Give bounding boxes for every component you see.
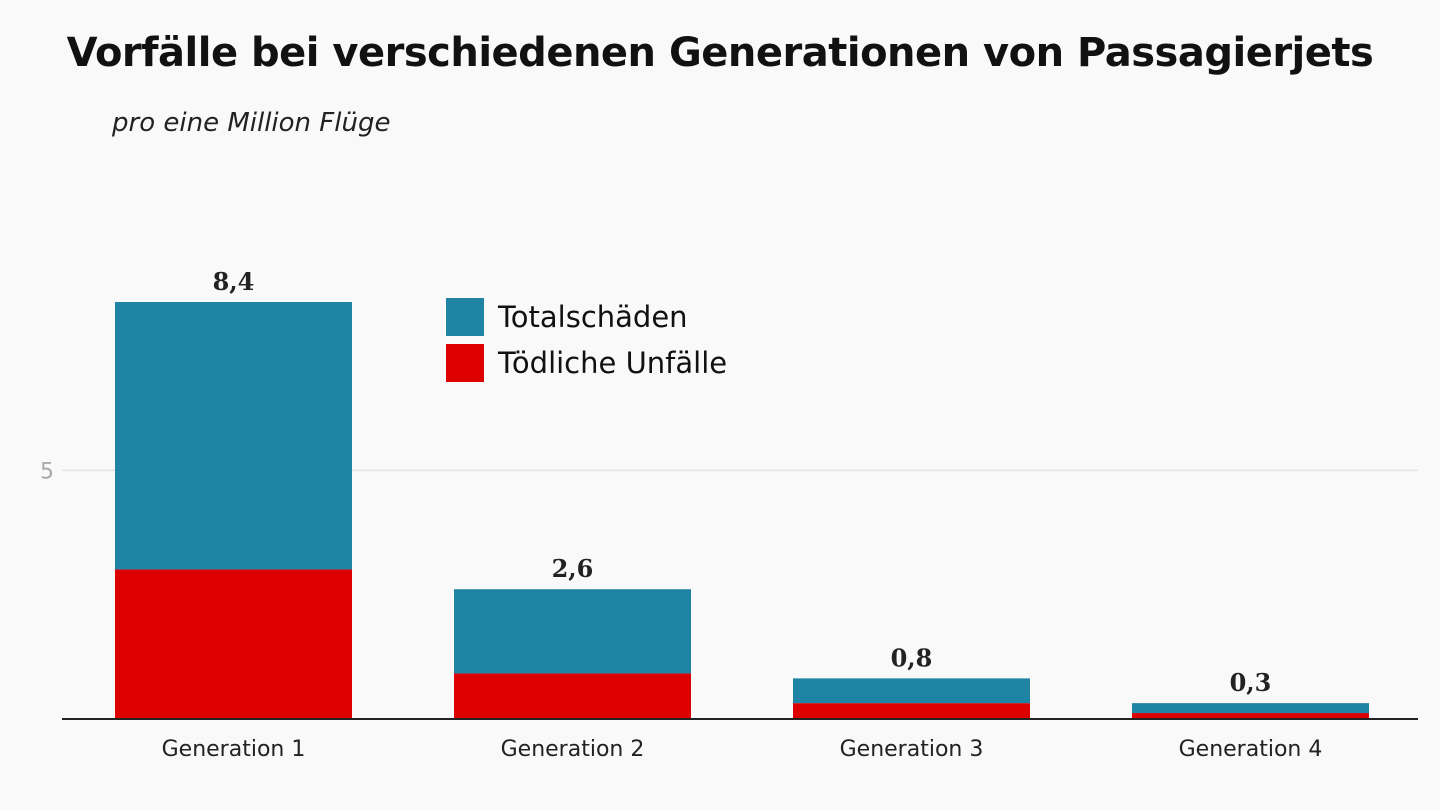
chart-subtitle: pro eine Million Flüge: [112, 108, 391, 138]
legend-item-toedliche-unfaelle: Tödliche Unfälle: [446, 344, 727, 382]
bar-toedliche-unfaelle-1: [115, 569, 352, 718]
total-label-3: 0,8: [891, 643, 933, 672]
bar-totalschaeden-4: [1132, 703, 1369, 714]
x-tick-label-2: Generation 2: [501, 737, 645, 762]
bar-toedliche-unfaelle-3: [793, 703, 1030, 718]
bar-totalschaeden-3: [793, 678, 1030, 704]
legend-label-totalschaeden: Totalschäden: [498, 300, 688, 334]
legend-item-totalschaeden: Totalschäden: [446, 298, 727, 336]
chart-title: Vorfälle bei verschiedenen Generationen …: [66, 30, 1374, 76]
x-tick-label-3: Generation 3: [840, 737, 984, 762]
legend-swatch-toedliche-unfaelle: [446, 344, 484, 382]
x-tick-label-1: Generation 1: [162, 737, 306, 762]
total-label-2: 2,6: [552, 554, 594, 583]
total-label-4: 0,3: [1230, 668, 1272, 697]
bar-totalschaeden-1: [115, 302, 352, 570]
legend-swatch-totalschaeden: [446, 298, 484, 336]
y-tick-label-0: 5: [40, 459, 54, 484]
legend: Totalschäden Tödliche Unfälle: [446, 298, 727, 390]
legend-label-toedliche-unfaelle: Tödliche Unfälle: [498, 346, 728, 380]
x-tick-label-4: Generation 4: [1179, 737, 1323, 762]
total-label-1: 8,4: [213, 267, 255, 296]
bar-toedliche-unfaelle-2: [454, 673, 691, 718]
bar-toedliche-unfaelle-4: [1132, 713, 1369, 718]
bar-totalschaeden-2: [454, 589, 691, 674]
